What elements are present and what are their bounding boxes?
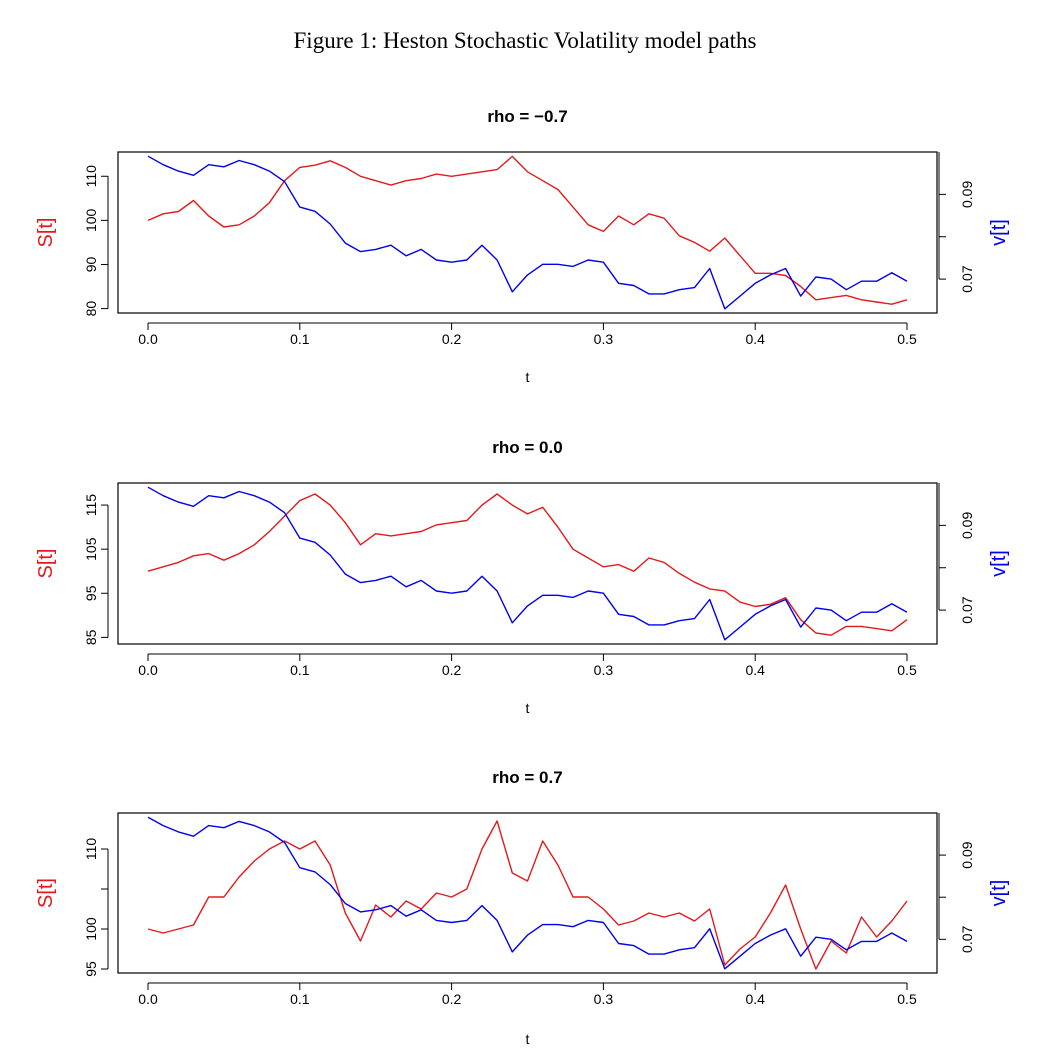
panel-title: rho = 0.0 (492, 438, 562, 457)
y-tick-label-left: 110 (83, 165, 99, 188)
x-tick-label: 0.1 (290, 662, 310, 678)
x-tick-label: 0.1 (290, 991, 310, 1007)
y-tick-label-left: 95 (83, 585, 99, 601)
x-tick-label: 0.5 (897, 991, 917, 1007)
x-tick-label: 0.3 (594, 331, 614, 347)
x-tick-label: 0.3 (594, 991, 614, 1007)
plot-frame (117, 482, 938, 645)
y-tick-label-right: 0.07 (959, 265, 975, 292)
y-tick-label-left: 95 (83, 961, 99, 977)
y-axis-label-left: S[t] (35, 217, 57, 247)
x-tick-label: 0.1 (290, 331, 310, 347)
x-tick-label: 0.3 (594, 662, 614, 678)
y-tick-label-left: 100 (83, 208, 99, 232)
series-line-v (147, 486, 908, 641)
panel-title: rho = −0.7 (487, 107, 567, 126)
plot-frame (117, 812, 938, 974)
y-tick-label-left: 90 (83, 256, 99, 272)
x-axis-label: t (526, 700, 530, 716)
chart-panel-3: rho = 0.7 0.0 0.1 0.2 0.3 0.4 0.5 t 95 100 110 S[t]… (35, 768, 1010, 1047)
plot-frame (117, 151, 938, 314)
x-tick-label: 0.2 (442, 991, 462, 1007)
x-tick-label: 0.5 (897, 662, 917, 678)
y-tick-label-right: 0.09 (959, 512, 975, 539)
y-tick-label-left: 110 (83, 838, 99, 861)
series-line-S (147, 493, 908, 636)
chart-panel-2: rho = 0.0 0.0 0.1 0.2 0.3 0.4 0.5 t 85 95 105 115 S[… (35, 438, 1010, 716)
x-tick-label: 0.5 (897, 331, 917, 347)
y-tick-label-right: 0.09 (959, 181, 975, 208)
figure-title: Figure 1: Heston Stochastic Volatility m… (293, 28, 757, 53)
x-tick-label: 0.0 (138, 662, 158, 678)
series-line-v (147, 155, 908, 310)
panel-title: rho = 0.7 (492, 768, 562, 787)
y-tick-label-left: 115 (83, 494, 99, 517)
y-axis-label-right: v[t] (988, 880, 1010, 907)
x-tick-label: 0.4 (745, 662, 765, 678)
chart-panel-1: rho = −0.7 0.0 0.1 0.2 0.3 0.4 0.5 t 80 90 100 110 S… (35, 107, 1010, 385)
x-axis-label: t (526, 1031, 530, 1047)
y-axis-label-right: v[t] (988, 550, 1010, 577)
series-line-S (147, 155, 908, 305)
x-tick-label: 0.4 (745, 991, 765, 1007)
x-tick-label: 0.0 (138, 991, 158, 1007)
x-tick-label: 0.2 (442, 331, 462, 347)
y-axis-label-right: v[t] (988, 219, 1010, 246)
y-tick-label-right: 0.09 (959, 841, 975, 868)
y-axis-label-left: S[t] (35, 878, 57, 908)
y-tick-label-left: 80 (83, 301, 99, 317)
x-tick-label: 0.4 (745, 331, 765, 347)
x-axis-label: t (526, 369, 530, 385)
y-tick-label-left: 85 (83, 629, 99, 645)
x-tick-label: 0.2 (442, 662, 462, 678)
series-line-S (147, 820, 908, 970)
y-tick-label-right: 0.07 (959, 925, 975, 952)
y-tick-label-right: 0.07 (959, 596, 975, 623)
y-tick-label-left: 105 (83, 537, 99, 561)
x-tick-label: 0.0 (138, 331, 158, 347)
y-axis-label-left: S[t] (35, 548, 57, 578)
y-tick-label-left: 100 (83, 917, 99, 941)
series-line-v (147, 816, 908, 970)
